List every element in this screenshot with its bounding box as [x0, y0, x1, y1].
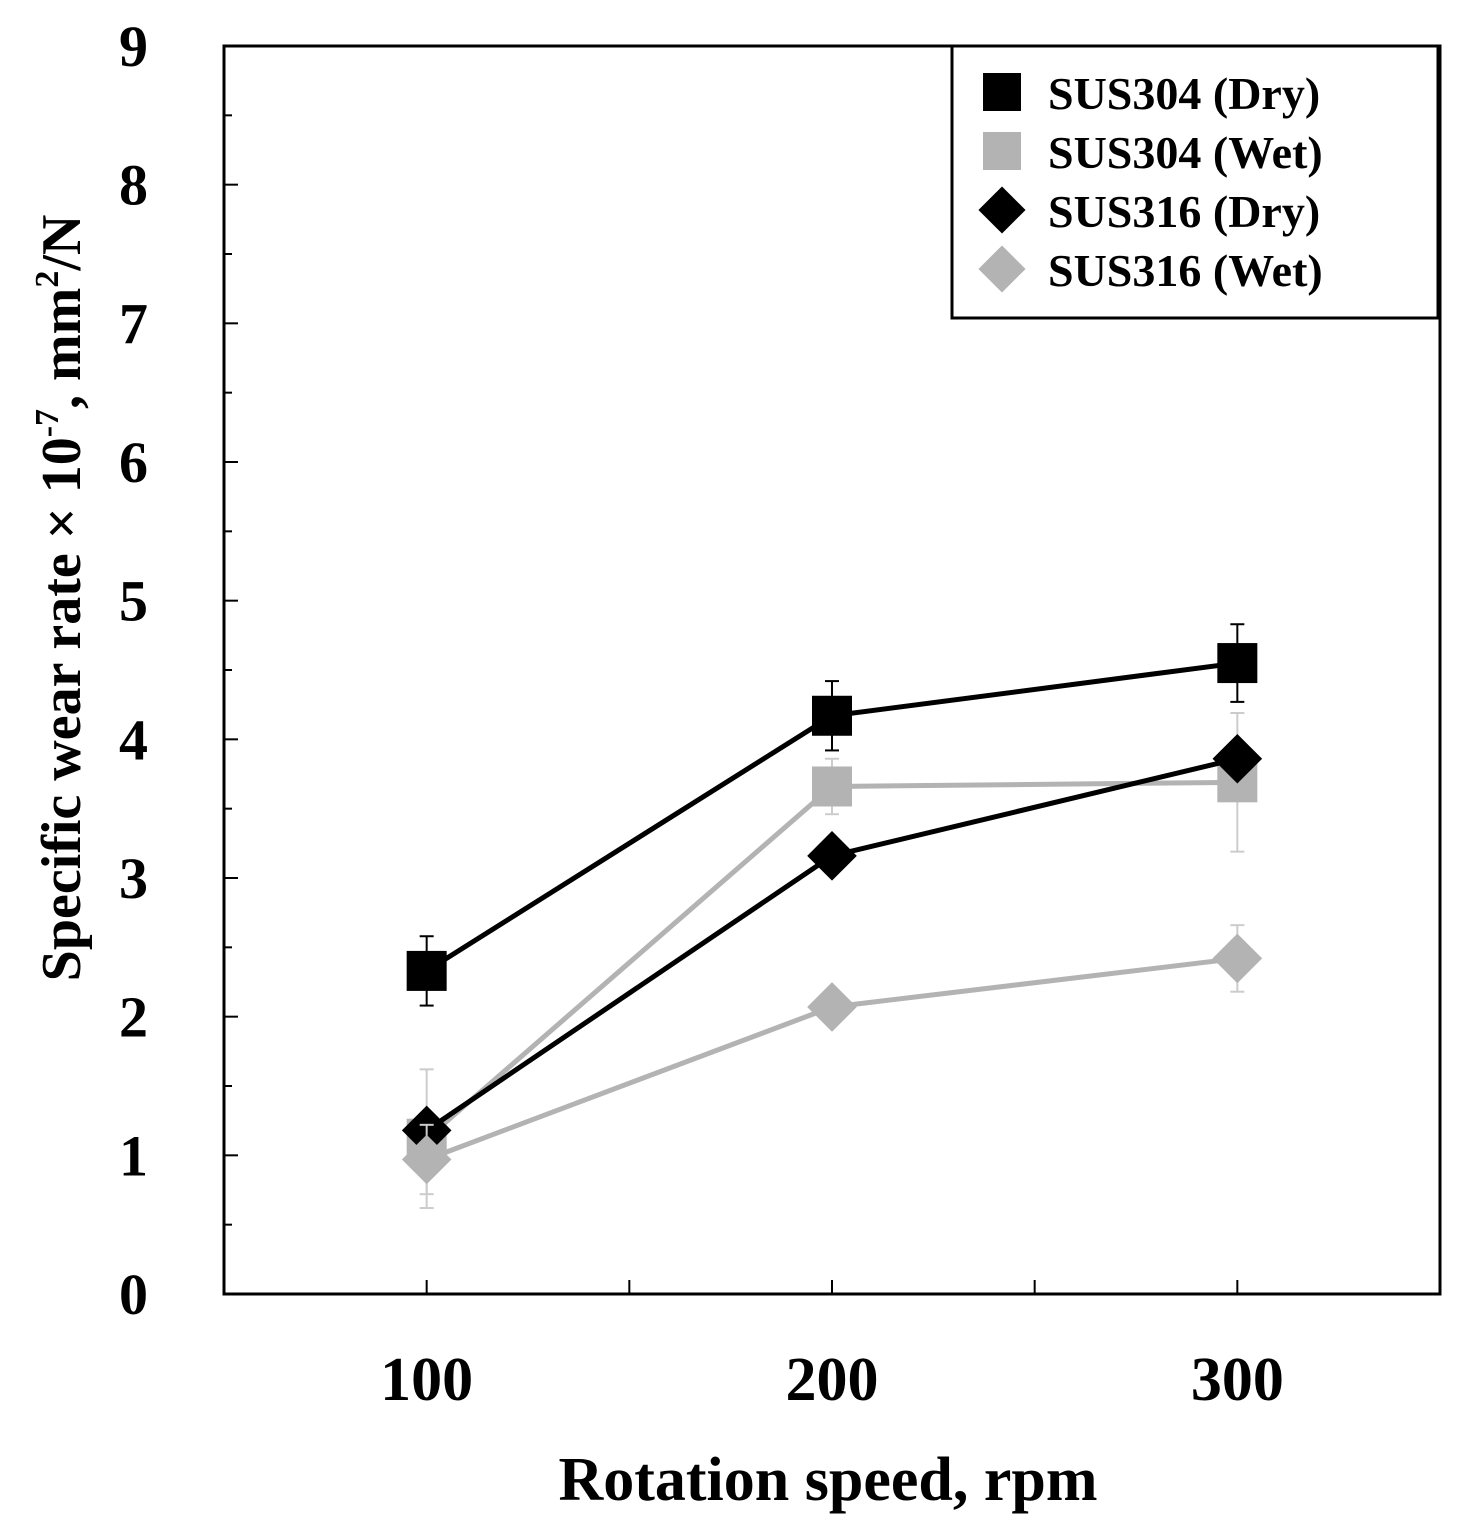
y-tick-label: 9 [119, 14, 148, 79]
x-tick-label: 100 [380, 1346, 473, 1414]
y-axis-label-exponent: -7 [29, 409, 66, 437]
legend-marker [983, 73, 1021, 111]
legend-label: SUS304 (Dry) [1048, 68, 1320, 119]
y-axis-label-unit-prefix: , mm [31, 288, 93, 409]
y-tick-label: 6 [119, 430, 148, 495]
legend-label: SUS304 (Wet) [1048, 127, 1323, 178]
y-tick-label: 7 [119, 291, 148, 356]
x-axis-label: Rotation speed, rpm [558, 1446, 1097, 1514]
y-tick-label: 8 [119, 153, 148, 218]
legend-label: SUS316 (Dry) [1048, 186, 1320, 237]
y-tick-label: 5 [119, 569, 148, 634]
series-1 [406, 711, 1258, 1210]
legend-marker [978, 186, 1026, 234]
data-point [807, 831, 857, 881]
data-point [807, 982, 857, 1032]
data-point [406, 950, 447, 991]
y-tick-label: 3 [119, 846, 148, 911]
y-tick-label: 2 [119, 985, 148, 1050]
x-tick-label: 300 [1191, 1346, 1284, 1414]
ticks-layer: 0 1 2 3 4 5 6 7 8 9 100 200 300 [119, 14, 1284, 1414]
data-point [812, 695, 852, 736]
data-point [1212, 933, 1263, 984]
y-axis-label-prefix: Specific wear rate × 10 [31, 437, 93, 981]
legend-label: SUS316 (Wet) [1048, 245, 1323, 296]
y-axis-label-unit-exponent: 2 [29, 271, 66, 288]
data-point [812, 766, 852, 807]
series-2 [401, 733, 1263, 1156]
legend-marker [978, 245, 1026, 293]
series-0 [406, 623, 1258, 1007]
data-point [401, 1134, 452, 1185]
legend-frame [950, 44, 1440, 320]
legend-marker [983, 132, 1021, 170]
series-layer [401, 623, 1263, 1210]
y-tick-label: 0 [119, 1262, 148, 1327]
y-tick-label: 4 [119, 707, 148, 772]
data-point [1217, 643, 1258, 684]
x-tick-label: 200 [786, 1346, 879, 1414]
y-axis-label-unit-suffix: /N [31, 215, 93, 272]
legend: SUS304 (Dry) SUS304 (Wet) SUS316 (Dry) SUS3… [950, 44, 1440, 320]
y-axis-label: Specific wear rate × 10-7, mm2/N [29, 215, 93, 982]
y-tick-label: 1 [119, 1123, 148, 1188]
series-3 [401, 924, 1263, 1196]
data-point [1212, 733, 1263, 784]
